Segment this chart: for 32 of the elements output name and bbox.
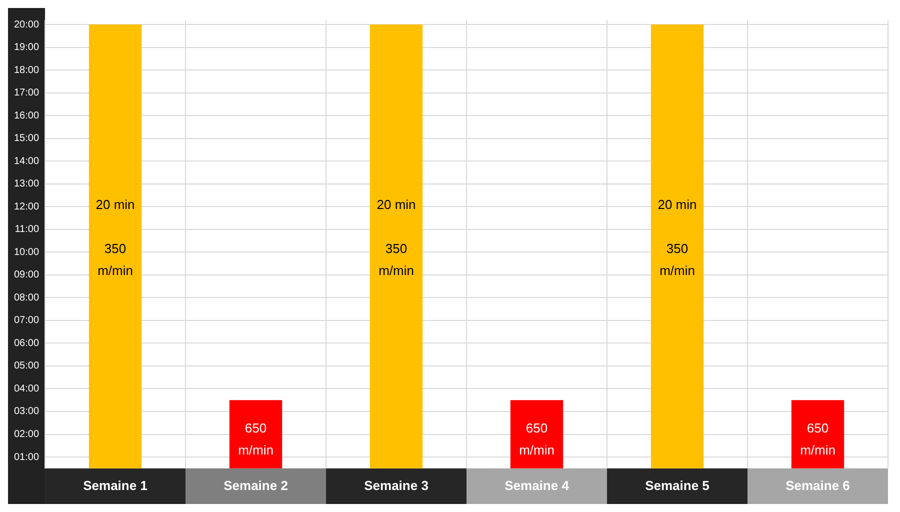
x-tick-label: Semaine 2 (224, 478, 288, 493)
y-tick-label: 20:00 (14, 19, 40, 30)
y-tick-label: 09:00 (14, 270, 40, 281)
annotation: 650 m/min (238, 420, 274, 458)
y-tick-label: 06:00 (14, 338, 40, 349)
y-tick-label: 02:00 (14, 429, 40, 440)
text: 20 min 350 m/min (658, 197, 697, 278)
annotation: 650 m/min (800, 420, 836, 458)
y-tick-label: 05:00 (14, 360, 40, 372)
y-tick-label: 03:00 (14, 406, 40, 418)
y-tick-label: 15:00 (14, 133, 40, 144)
x-tick-label: Semaine 6 (786, 478, 850, 493)
y-tick-label: 08:00 (14, 292, 40, 304)
y-tick-label: 10:00 (14, 246, 40, 258)
y-tick-label: 14:00 (14, 156, 40, 167)
y-tick-label: 17:00 (14, 88, 40, 99)
y-tick-label: 19:00 (14, 42, 40, 54)
y-tick-label: 01:00 (14, 452, 40, 463)
y-tick-label: 04:00 (14, 383, 40, 394)
y-tick-label: 13:00 (14, 178, 40, 190)
x-tick-label: Semaine 5 (645, 478, 710, 493)
x-tick-label: Semaine 1 (83, 478, 148, 493)
text: 20 min 350 m/min (96, 197, 135, 278)
x-tick-label: Semaine 4 (504, 478, 570, 493)
y-tick-label: 11:00 (14, 224, 40, 236)
y-tick-label: 07:00 (14, 315, 40, 326)
y-tick-label: 12:00 (14, 201, 40, 212)
annotation: 650 m/min (519, 420, 554, 458)
y-tick-label: 16:00 (14, 110, 40, 122)
x-tick-label: Semaine 3 (364, 478, 428, 493)
text: 20 min 350 m/min (376, 197, 416, 278)
y-tick-label: 18:00 (14, 64, 40, 76)
